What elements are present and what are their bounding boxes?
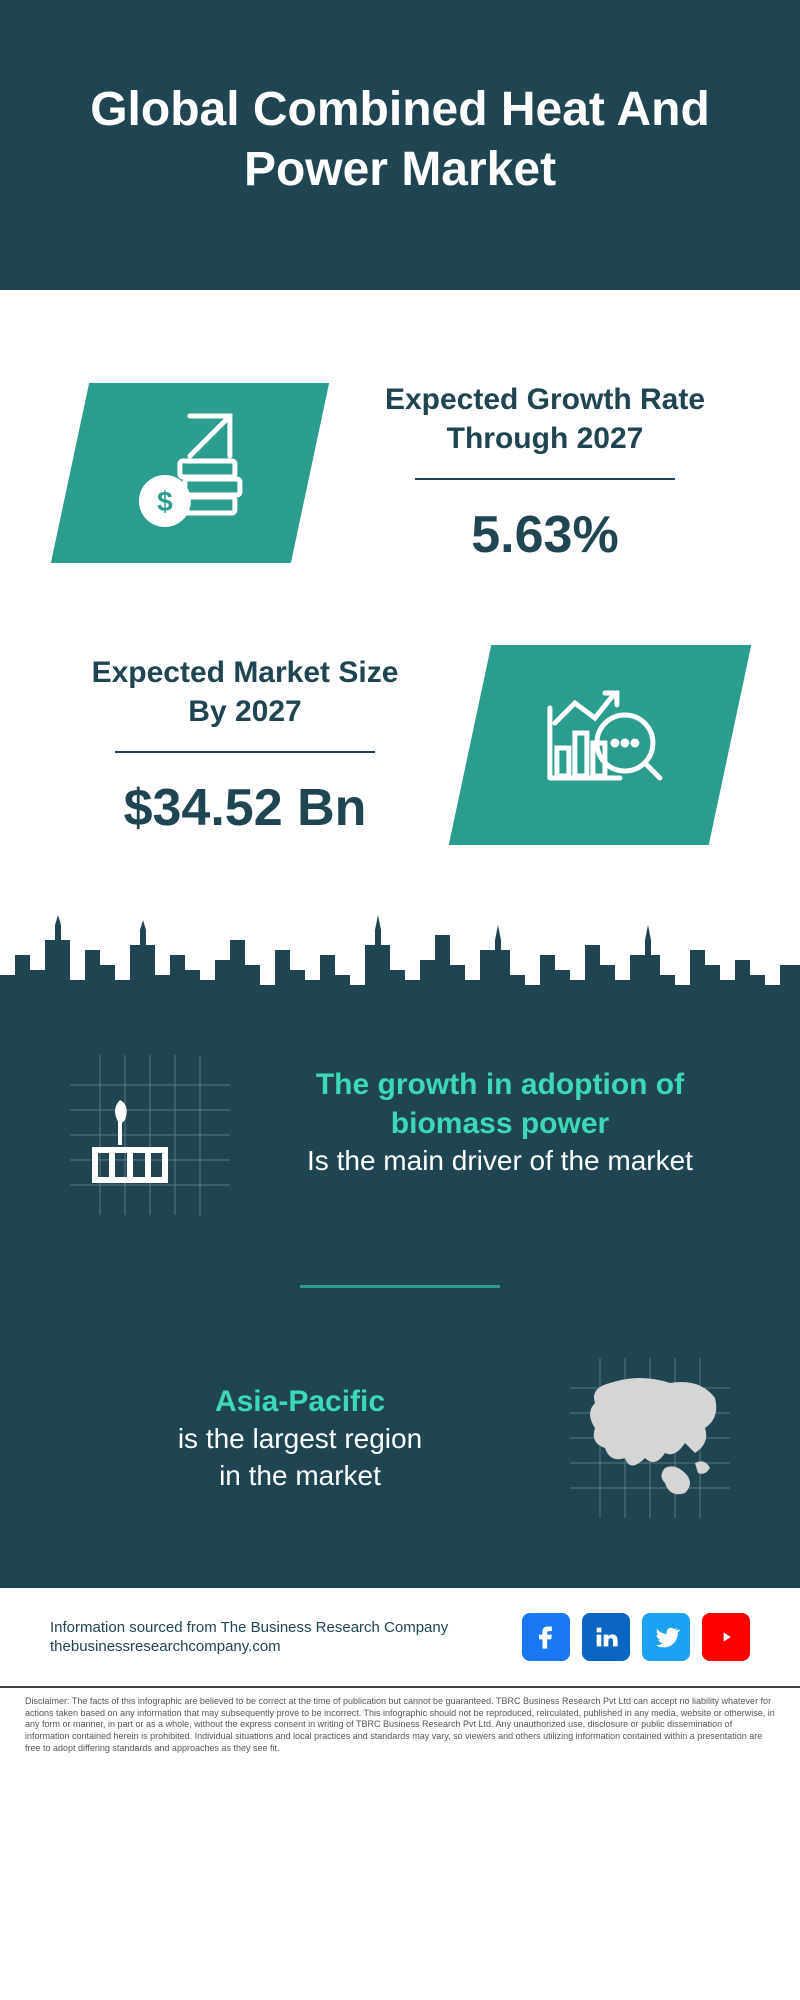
- parallelogram-shape: $: [51, 383, 329, 563]
- parallelogram-shape: [449, 645, 752, 845]
- city-skyline-icon: [0, 895, 800, 1035]
- svg-text:$: $: [157, 485, 173, 516]
- driver-text: The growth in adoption of biomass power …: [270, 1055, 730, 1179]
- footer-line1: Information sourced from The Business Re…: [50, 1618, 448, 1638]
- stat-label: Expected Market Size By 2027: [70, 653, 420, 731]
- asia-map-icon: [570, 1358, 730, 1518]
- stat-value: 5.63%: [360, 505, 730, 565]
- driver-subtext: Is the main driver of the market: [270, 1143, 730, 1179]
- footer-text: Information sourced from The Business Re…: [50, 1618, 448, 1657]
- chart-analysis-icon: [525, 668, 675, 823]
- page-title: Global Combined Heat And Power Market: [60, 80, 740, 200]
- stat-value: $34.52 Bn: [70, 778, 420, 838]
- divider-line: [415, 478, 675, 480]
- stat-growth-rate: $ Expected Growth Rate Through 2027 5.63…: [0, 330, 800, 605]
- region-subtext-2: in the market: [70, 1458, 530, 1494]
- facebook-icon[interactable]: [522, 1613, 570, 1661]
- twitter-icon[interactable]: [642, 1613, 690, 1661]
- footer-line2: thebusinessresearchcompany.com: [50, 1637, 448, 1657]
- linkedin-icon[interactable]: [582, 1613, 630, 1661]
- region-text: Asia-Pacific is the largest region in th…: [70, 1382, 530, 1494]
- driver-block: The growth in adoption of biomass power …: [70, 1035, 730, 1215]
- social-icons: [522, 1613, 750, 1661]
- footer-bar: Information sourced from The Business Re…: [0, 1588, 800, 1686]
- disclaimer-text: Disclaimer: The facts of this infographi…: [0, 1686, 800, 1774]
- money-growth-icon: $: [120, 400, 260, 545]
- dark-section: The growth in adoption of biomass power …: [0, 1035, 800, 1588]
- biomass-icon: [70, 1055, 230, 1215]
- separator-line: [300, 1285, 500, 1288]
- region-subtext-1: is the largest region: [70, 1421, 530, 1457]
- header-banner: Global Combined Heat And Power Market: [0, 0, 800, 290]
- spacer: [0, 290, 800, 330]
- divider-line: [115, 751, 375, 753]
- infographic-container: Global Combined Heat And Power Market: [0, 0, 800, 1774]
- stat-market-size: Expected Market Size By 2027 $34.52 Bn: [0, 605, 800, 895]
- region-block: Asia-Pacific is the largest region in th…: [70, 1358, 730, 1518]
- driver-highlight: The growth in adoption of biomass power: [270, 1065, 730, 1143]
- stat-text-block: Expected Market Size By 2027 $34.52 Bn: [70, 653, 420, 838]
- region-highlight: Asia-Pacific: [70, 1382, 530, 1421]
- stat-text-block: Expected Growth Rate Through 2027 5.63%: [360, 380, 730, 565]
- youtube-icon[interactable]: [702, 1613, 750, 1661]
- stat-label: Expected Growth Rate Through 2027: [360, 380, 730, 458]
